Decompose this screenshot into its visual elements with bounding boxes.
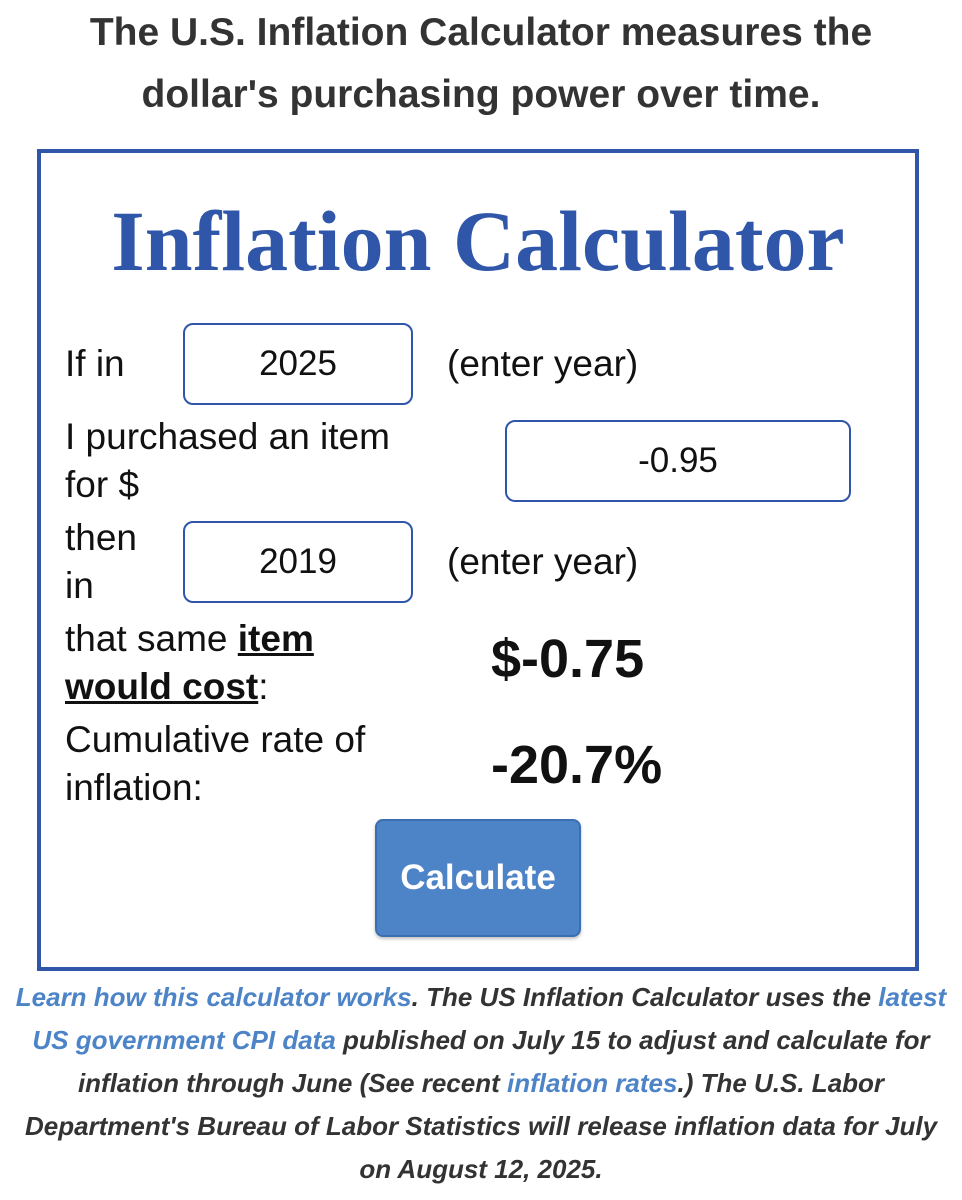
calculator-title: Inflation Calculator [111,193,845,289]
intro-line-2: dollar's purchasing power over time. [141,73,821,116]
then-in-label-line-2: in [65,565,94,606]
would-cost-label-line-2: would cost: [65,663,314,711]
intro-line-1: The U.S. Inflation Calculator measures t… [89,11,873,54]
cumulative-rate-value: -20.7% [491,735,663,795]
would-cost-colon: : [258,666,269,707]
cumulative-rate-label-line-2: inflation: [65,767,203,808]
would-cost-label: that same item would cost: [65,615,314,711]
inflation-rates-link[interactable]: inflation rates [506,1068,678,1098]
would-cost-text: would cost [65,666,259,707]
then-in-label-line-1: then [65,517,138,558]
if-in-label: If in [65,343,125,384]
would-cost-label-line-1: that same item [65,615,314,663]
end-year-hint: (enter year) [447,541,639,582]
footnote-text-2: published on July 15 to adjust and calcu… [77,1025,930,1098]
item-text: item [237,618,314,659]
start-year-hint: (enter year) [447,343,639,384]
adjusted-cost-value: $-0.75 [491,629,645,689]
learn-how-link[interactable]: Learn how this calculator works [15,982,412,1012]
cumulative-rate-label-line-1: Cumulative rate of [65,719,366,760]
purchase-amount-input[interactable] [505,420,851,502]
purchase-label-line-1: I purchased an item [65,416,390,457]
then-in-label: then in [65,514,137,610]
intro-heading: The U.S. Inflation Calculator measures t… [0,2,962,126]
purchase-amount-label: I purchased an item for $ [65,413,390,509]
cpi-data-link[interactable]: latest US government CPI data [32,982,947,1055]
cumulative-rate-label: Cumulative rate of inflation: [65,716,365,812]
start-year-input[interactable] [183,323,413,405]
footnote-text-3: .) The U.S. Labor Department's Bureau of… [24,1068,938,1184]
footnote-text-1: . The US Inflation Calculator uses the [411,982,879,1012]
purchase-label-line-2: for $ [65,464,140,505]
that-same-text: that same [65,618,238,659]
calculate-button[interactable]: Calculate [375,819,581,937]
calculator-panel: Inflation Calculator If in (enter year) … [37,149,919,971]
end-year-input[interactable] [183,521,413,603]
footnote: Learn how this calculator works. The US … [10,976,952,1191]
